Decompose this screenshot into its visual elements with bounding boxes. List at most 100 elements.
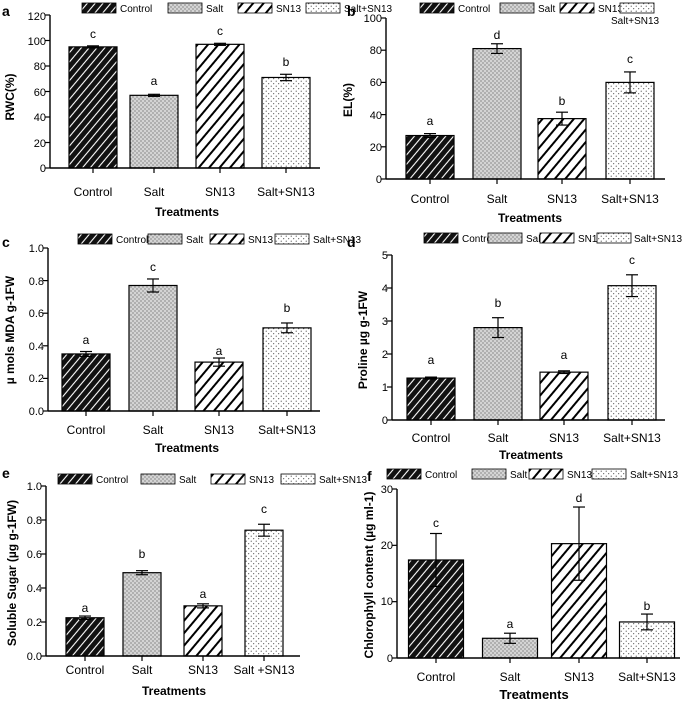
bar-control — [61, 353, 111, 412]
value-letter: a — [151, 74, 158, 88]
legend-swatch-control — [419, 2, 455, 14]
x-tick-label: Control — [417, 670, 456, 684]
x-tick-label: SN13 — [205, 185, 235, 199]
value-letters: c a c b — [90, 24, 290, 88]
legend-swatch-control — [386, 468, 422, 480]
y-tick-label: 20 — [370, 142, 382, 154]
x-tick-label: Salt+SN13 — [257, 185, 315, 199]
legend-swatch-sn13 — [559, 2, 595, 14]
chart-marks-layer — [41, 14, 680, 663]
legend-swatch-sn13 — [210, 473, 246, 485]
panel-label: d — [347, 234, 356, 250]
y-tick-label: 1.0 — [27, 481, 42, 493]
y-tick-label: 2 — [382, 349, 388, 361]
bar-salt — [122, 572, 162, 657]
y-tick-label: 0 — [376, 174, 382, 186]
legend-swatch-sn13 — [209, 233, 245, 245]
legend-label-sn13: SN13 — [578, 234, 603, 245]
y-tick-label: 80 — [34, 61, 46, 73]
legend-swatch-salt — [499, 2, 535, 14]
legend-label-salt: Salt — [206, 4, 223, 15]
y-tick-label: 0 — [382, 415, 388, 427]
value-letter: a — [427, 114, 434, 128]
y-tick-labels: 1.0 0.8 0.6 0.4 0.2 0.0 — [29, 243, 44, 418]
legend-label-salt-sn13: Salt+SN13 — [634, 234, 683, 245]
y-axis-label: RWC(%) — [3, 73, 17, 120]
legend-swatch-sn13 — [237, 2, 273, 14]
legend: Control Salt SN13 Salt+SN13 — [81, 2, 393, 15]
bar-salt-sn13 — [607, 285, 657, 421]
value-letter: c — [629, 253, 635, 267]
bar-sn13 — [194, 361, 244, 412]
legend-label-control: Control — [116, 235, 148, 246]
legend-swatch-control — [423, 232, 459, 244]
panel-a: a Control Salt SN13 Salt+SN13 RWC(%) 120… — [2, 2, 393, 219]
legend-swatch-salt-sn13 — [596, 232, 632, 244]
y-tick-label: 60 — [370, 77, 382, 89]
x-tick-label: SN13 — [188, 663, 218, 677]
bar-control — [406, 377, 456, 421]
x-tick-labels: Control Salt SN13 Salt+SN13 — [411, 192, 660, 206]
y-tick-label: 40 — [34, 112, 46, 124]
value-letter: c — [627, 52, 633, 66]
y-axis-label: Chlorophyll content (µg ml-1) — [362, 492, 376, 659]
legend-swatch-control — [57, 473, 93, 485]
bar-salt-sn13 — [244, 529, 284, 657]
y-tick-label: 0.8 — [27, 515, 42, 527]
bar-control — [68, 46, 118, 169]
legend-swatch-salt — [471, 468, 507, 480]
x-tick-label: Salt — [143, 423, 164, 437]
y-tick-label: 0.4 — [27, 583, 42, 595]
value-letters: a b a c — [428, 253, 635, 367]
y-tick-label: 0 — [40, 163, 46, 175]
x-axis-label: Treatments — [155, 205, 219, 219]
y-axis-label: EL(%) — [341, 83, 355, 117]
x-tick-label: Salt — [132, 663, 153, 677]
x-tick-label: Salt — [488, 431, 509, 445]
legend-label-sn13: SN13 — [598, 4, 623, 15]
panel-label: f — [367, 468, 372, 484]
legend-label-salt: Salt — [526, 234, 543, 245]
legend-label-sn13: SN13 — [248, 235, 273, 246]
legend-label-control: Control — [425, 470, 457, 481]
x-tick-label: Control — [74, 185, 113, 199]
bar-control — [405, 134, 455, 180]
x-tick-label: Salt+SN13 — [618, 670, 676, 684]
y-tick-labels: 30 20 10 0 — [381, 484, 393, 665]
y-tick-label: 100 — [28, 36, 46, 48]
y-tick-label: 5 — [382, 250, 388, 262]
value-letter: a — [200, 587, 207, 601]
y-tick-label: 0.6 — [29, 308, 44, 320]
legend-label-control: Control — [462, 234, 494, 245]
y-tick-label: 0.8 — [29, 276, 44, 288]
legend-label-salt-sn13: Salt+SN13 — [630, 470, 679, 481]
legend: Control Salt SN13 Salt+SN13 — [57, 473, 368, 486]
legend-label-sn13: SN13 — [249, 475, 274, 486]
panel-label: c — [2, 234, 10, 250]
legend-label-salt-sn13: Salt+SN13 — [611, 16, 660, 27]
x-tick-label: Salt +SN13 — [233, 663, 294, 677]
value-letter: a — [507, 617, 514, 631]
x-tick-labels: Control Salt SN13 Salt+SN13 — [67, 423, 317, 437]
y-tick-labels: 1.0 0.8 0.6 0.4 0.2 0.0 — [27, 481, 42, 663]
legend-swatch-salt-sn13 — [619, 2, 655, 14]
y-tick-label: 3 — [382, 316, 388, 328]
legend-label-salt-sn13: Salt+SN13 — [344, 4, 393, 15]
y-tick-label: 20 — [34, 138, 46, 150]
value-letter: a — [561, 348, 568, 362]
x-axis-label: Treatments — [142, 684, 206, 698]
value-letter: c — [217, 24, 223, 38]
legend-swatch-sn13 — [539, 232, 575, 244]
y-tick-label: 4 — [382, 283, 388, 295]
legend-label-salt-sn13: Salt+SN13 — [313, 235, 362, 246]
y-axis-label: Soluble Sugar (µg g-1FW) — [5, 500, 19, 646]
legend-label-sn13: SN13 — [567, 470, 592, 481]
value-letter: c — [150, 260, 156, 274]
legend-label-salt: Salt — [510, 470, 527, 481]
value-letters: a c a b — [83, 260, 291, 358]
value-letter: c — [261, 502, 267, 516]
legend: Control Salt SN13 Salt+SN13 — [419, 2, 660, 27]
x-tick-label: Control — [411, 192, 450, 206]
legend-swatch-salt-sn13 — [274, 233, 310, 245]
x-tick-labels: Control Salt SN13 Salt+SN13 — [412, 431, 662, 445]
